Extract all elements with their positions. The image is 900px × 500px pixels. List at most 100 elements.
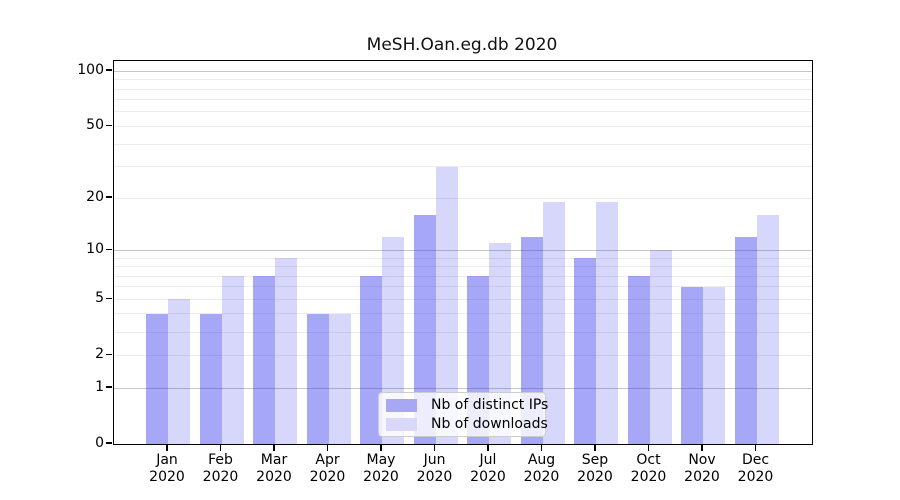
y-tick-mark-100 — [106, 69, 112, 71]
x-tick-label-year: 2020 — [256, 469, 292, 485]
bar-nb-of-downloads-feb — [221, 276, 244, 444]
bar-nb-of-downloads-nov — [703, 286, 725, 444]
gridline-minor-60 — [114, 111, 812, 113]
gridline-minor-70 — [114, 99, 812, 101]
x-tick-label-mar: Mar 2020 — [242, 452, 306, 486]
x-tick-label-year: 2020 — [684, 469, 720, 485]
bar-nb-of-downloads-jun — [435, 166, 458, 444]
x-tick-label-year: 2020 — [737, 469, 774, 485]
x-tick-mark-dec — [754, 444, 757, 451]
bar-nb-of-distinct-ips-dec — [734, 236, 757, 444]
bar-nb-of-downloads-aug — [542, 202, 565, 444]
x-tick-label-month: May — [366, 452, 396, 468]
bar-nb-of-downloads-oct — [649, 250, 672, 444]
x-tick-mark-jan — [166, 444, 168, 451]
x-tick-label-year: 2020 — [470, 469, 506, 485]
gridline-minor-8 — [114, 266, 812, 267]
x-tick-mark-oct — [647, 444, 650, 451]
bar-nb-of-distinct-ips-may — [360, 276, 382, 444]
y-tick-label-10: 10 — [86, 241, 104, 258]
gridline-minor-6 — [114, 286, 812, 288]
bar-nb-of-downloads-apr — [328, 314, 351, 444]
x-tick-label-month: Feb — [208, 452, 233, 468]
bar-nb-of-downloads-dec — [756, 215, 779, 444]
bar-nb-of-distinct-ips-feb — [199, 314, 222, 444]
x-tick-label-year: 2020 — [149, 469, 185, 485]
y-tick-label-50: 50 — [86, 117, 104, 134]
y-tick-mark-5 — [106, 297, 112, 299]
x-tick-label-year: 2020 — [523, 469, 560, 485]
x-tick-label-jan: Jan 2020 — [135, 452, 199, 486]
x-tick-label-month: Aug — [527, 452, 556, 468]
x-tick-label-sep: Sep 2020 — [563, 452, 627, 486]
y-tick-mark-20 — [106, 196, 112, 198]
x-tick-label-nov: Nov 2020 — [670, 452, 734, 486]
legend-label: Nb of downloads — [431, 416, 548, 432]
x-tick-mark-feb — [219, 444, 222, 451]
x-tick-label-feb: Feb 2020 — [189, 452, 253, 486]
x-tick-label-jul: Jul 2020 — [456, 452, 520, 486]
y-tick-label-1: 1 — [95, 379, 104, 395]
gridline-minor-40 — [114, 143, 812, 145]
legend: Nb of distinct IPs Nb of downloads — [378, 392, 548, 437]
gridline-minor-5 — [114, 298, 812, 300]
y-tick-label-5: 5 — [95, 290, 104, 307]
x-tick-mark-jul — [487, 444, 489, 451]
x-tick-mark-jun — [433, 444, 436, 451]
x-tick-mark-apr — [326, 444, 329, 451]
bar-nb-of-distinct-ips-jan — [146, 314, 168, 444]
y-tick-mark-10 — [106, 248, 112, 250]
y-tick-mark-0 — [106, 442, 112, 444]
gridline-minor-3 — [114, 331, 812, 333]
gridline-minor-9 — [114, 257, 812, 259]
bar-nb-of-distinct-ips-mar — [253, 276, 275, 444]
y-tick-label-0: 0 — [95, 435, 104, 451]
x-tick-label-year: 2020 — [577, 469, 613, 485]
gridline-minor-7 — [114, 275, 812, 277]
y-tick-label-100: 100 — [77, 62, 104, 79]
gridline-minor-50 — [114, 125, 812, 127]
x-tick-label-month: Jan — [156, 452, 178, 468]
x-tick-label-month: Jul — [479, 452, 497, 468]
x-tick-label-month: Nov — [688, 452, 716, 468]
x-tick-label-dec: Dec 2020 — [724, 452, 788, 486]
x-tick-label-jun: Jun 2020 — [403, 452, 467, 486]
x-tick-label-apr: Apr 2020 — [296, 452, 360, 486]
y-tick-mark-2 — [106, 353, 112, 355]
bar-nb-of-downloads-sep — [596, 202, 618, 444]
x-tick-label-year: 2020 — [202, 469, 239, 485]
y-tick-mark-50 — [106, 124, 112, 127]
gridline-minor-80 — [114, 88, 812, 90]
x-tick-label-oct: Oct 2020 — [617, 452, 681, 486]
x-tick-label-aug: Aug 2020 — [510, 452, 574, 486]
x-tick-label-may: May 2020 — [349, 452, 413, 486]
gridline-minor-20 — [114, 197, 812, 199]
bar-nb-of-distinct-ips-jun — [413, 215, 436, 444]
x-tick-label-year: 2020 — [363, 469, 399, 485]
x-tick-label-month: Apr — [315, 452, 340, 468]
legend-label: Nb of distinct IPs — [431, 397, 549, 413]
x-tick-label-month: Oct — [636, 452, 661, 468]
x-tick-label-year: 2020 — [309, 469, 346, 485]
x-tick-label-month: Mar — [260, 452, 288, 468]
x-tick-label-month: Sep — [581, 452, 609, 468]
bar-nb-of-distinct-ips-apr — [306, 314, 329, 444]
x-tick-label-year: 2020 — [630, 469, 667, 485]
bar-nb-of-downloads-jan — [168, 299, 190, 444]
x-tick-mark-mar — [273, 444, 275, 451]
legend-row-nb-of-downloads: Nb of downloads — [386, 416, 548, 432]
x-tick-mark-sep — [594, 444, 596, 451]
y-tick-mark-1 — [106, 386, 112, 388]
legend-swatch-icon — [386, 417, 417, 431]
chart-title: MeSH.Oan.eg.db 2020 — [366, 35, 558, 55]
legend-row-nb-of-distinct-ips: Nb of distinct IPs — [386, 397, 548, 413]
gridline-major-10 — [114, 249, 812, 251]
bar-nb-of-distinct-ips-oct — [627, 276, 650, 444]
gridline-minor-2 — [114, 354, 812, 356]
gridline-major-100 — [114, 70, 812, 72]
gridline-minor-4 — [114, 313, 812, 315]
x-tick-mark-aug — [540, 444, 543, 451]
bar-nb-of-downloads-mar — [275, 258, 297, 444]
y-tick-label-20: 20 — [86, 189, 104, 206]
